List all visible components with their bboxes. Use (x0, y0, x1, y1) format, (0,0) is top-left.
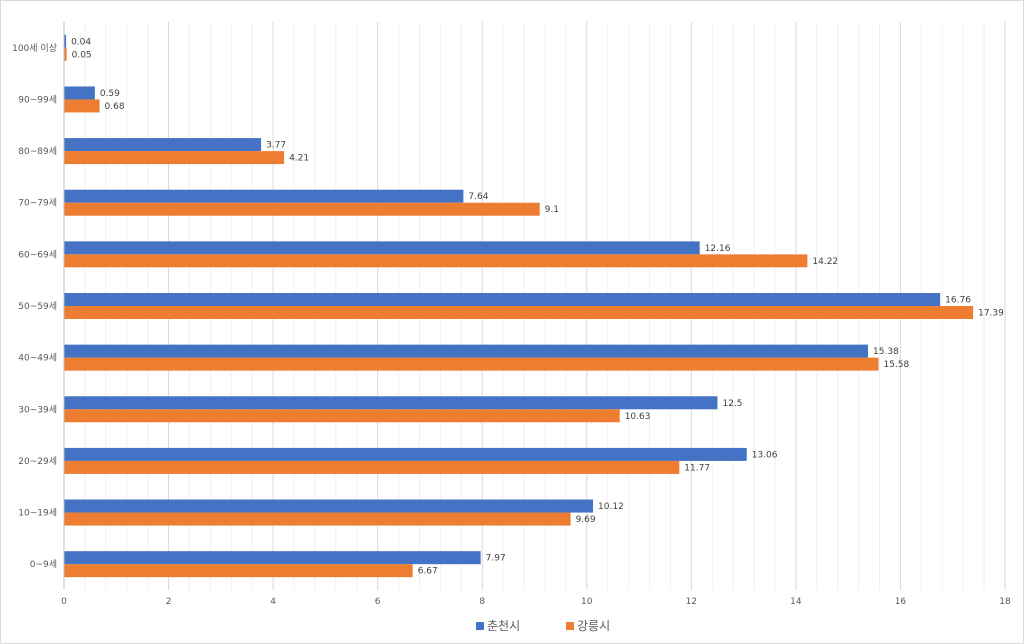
x-tick-label: 4 (270, 597, 276, 607)
category-label: 0~9세 (30, 559, 57, 570)
x-tick-label: 0 (61, 597, 67, 607)
bar-series2 (64, 47, 67, 61)
data-label: 0.04 (71, 37, 91, 47)
data-label: 12.5 (722, 399, 742, 409)
category-label: 90~99세 (18, 94, 57, 105)
data-label: 13.06 (752, 450, 778, 460)
category-label: 60~69세 (18, 249, 57, 260)
x-tick-label: 14 (790, 597, 802, 607)
data-label: 7.64 (468, 192, 488, 202)
legend-swatch (476, 622, 484, 630)
legend-label: 강릉시 (577, 619, 610, 633)
data-label: 7.97 (486, 554, 506, 564)
category-label: 40~49세 (18, 353, 57, 364)
bar-series2 (64, 409, 620, 423)
bar-series1 (64, 293, 941, 306)
category-label: 30~39세 (18, 404, 57, 415)
bar-series1 (64, 396, 718, 410)
data-label: 4.21 (289, 154, 309, 164)
data-label: 14.22 (812, 257, 838, 267)
x-tick-label: 16 (895, 597, 907, 607)
category-label: 20~29세 (18, 456, 57, 467)
data-label: 9.69 (576, 515, 596, 525)
data-label: 0.68 (105, 102, 125, 112)
data-label: 9.1 (545, 205, 559, 215)
category-label: 80~89세 (18, 146, 57, 157)
bar-series1 (64, 344, 869, 358)
bar-series2 (64, 151, 285, 165)
x-tick-label: 10 (581, 597, 593, 607)
category-label: 70~79세 (18, 198, 57, 209)
x-tick-label: 18 (999, 597, 1011, 607)
bar-series2 (64, 306, 974, 319)
bar-series1 (64, 189, 464, 203)
x-tick-label: 2 (166, 597, 172, 607)
bar-series1 (64, 138, 262, 152)
data-label: 0.59 (100, 89, 120, 99)
legend-swatch (566, 622, 574, 630)
bar-series2 (64, 202, 540, 216)
category-label: 100세 이상 (12, 43, 57, 54)
bar-series1 (64, 86, 95, 100)
x-tick-label: 8 (479, 597, 485, 607)
bar-series2 (64, 357, 879, 371)
data-label: 12.16 (705, 244, 731, 254)
bar-series1 (64, 34, 67, 48)
legend: 춘천시 강릉시 (476, 618, 610, 633)
data-labels: 7.97 6.67 10.129.69 13.06 11.77 12.5 10.63 15.3… (71, 37, 1004, 576)
x-tick-label: 12 (686, 597, 697, 607)
data-label: 6.67 (418, 567, 438, 577)
data-label: 15.58 (883, 360, 909, 370)
bar-series2 (64, 512, 571, 526)
bar-series2 (64, 564, 413, 578)
bar-series2 (64, 99, 100, 113)
axes: 0 2 4 6 8 10 12 14 16 18 0~9세 10~19세 20~29세 30~39세 40~… (12, 22, 1011, 607)
data-label: 0.05 (72, 50, 92, 60)
data-label: 11.77 (684, 463, 710, 473)
bar-series1 (64, 447, 747, 461)
x-tick-label: 6 (375, 597, 381, 607)
data-label: 10.63 (625, 412, 651, 422)
category-label: 50~59세 (18, 301, 57, 312)
legend-label: 춘천시 (487, 618, 520, 633)
bar-series1 (64, 241, 700, 255)
data-label: 16.76 (945, 296, 971, 306)
bars (64, 34, 974, 578)
bar-series2 (64, 460, 680, 474)
data-label: 10.12 (598, 502, 624, 512)
bar-series1 (64, 499, 594, 513)
data-label: 15.38 (873, 347, 899, 357)
data-label: 17.39 (978, 309, 1004, 319)
data-label: 3.77 (266, 141, 286, 151)
category-label: 10~19세 (18, 508, 57, 519)
bar-series1 (64, 551, 481, 565)
bar-series2 (64, 254, 808, 268)
